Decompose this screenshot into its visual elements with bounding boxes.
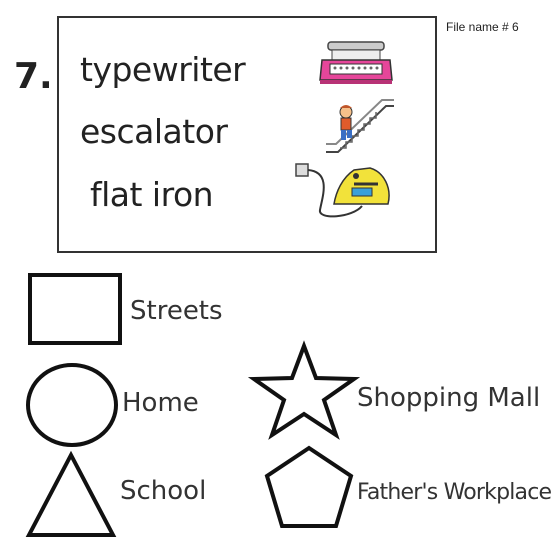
word-flat-iron: flat iron bbox=[90, 175, 214, 214]
word-typewriter: typewriter bbox=[80, 50, 246, 89]
triangle-shape bbox=[25, 450, 117, 537]
star-shape bbox=[247, 340, 361, 440]
circle-shape bbox=[26, 363, 118, 447]
question-number: 7. bbox=[14, 56, 53, 97]
escalator-icon bbox=[326, 99, 394, 153]
pentagon-shape bbox=[264, 445, 354, 528]
square-shape bbox=[28, 273, 122, 345]
typewriter-icon bbox=[319, 41, 393, 84]
label-home: Home bbox=[122, 388, 199, 418]
label-streets: Streets bbox=[130, 296, 223, 326]
file-name-label: File name # 6 bbox=[446, 20, 519, 34]
flat-iron-icon bbox=[295, 163, 390, 218]
vocabulary-card bbox=[57, 16, 437, 253]
label-shopping-mall: Shopping Mall bbox=[357, 383, 541, 413]
label-fathers-workplace: Father's Workplace bbox=[357, 480, 552, 505]
label-school: School bbox=[120, 476, 207, 506]
word-escalator: escalator bbox=[80, 112, 228, 151]
